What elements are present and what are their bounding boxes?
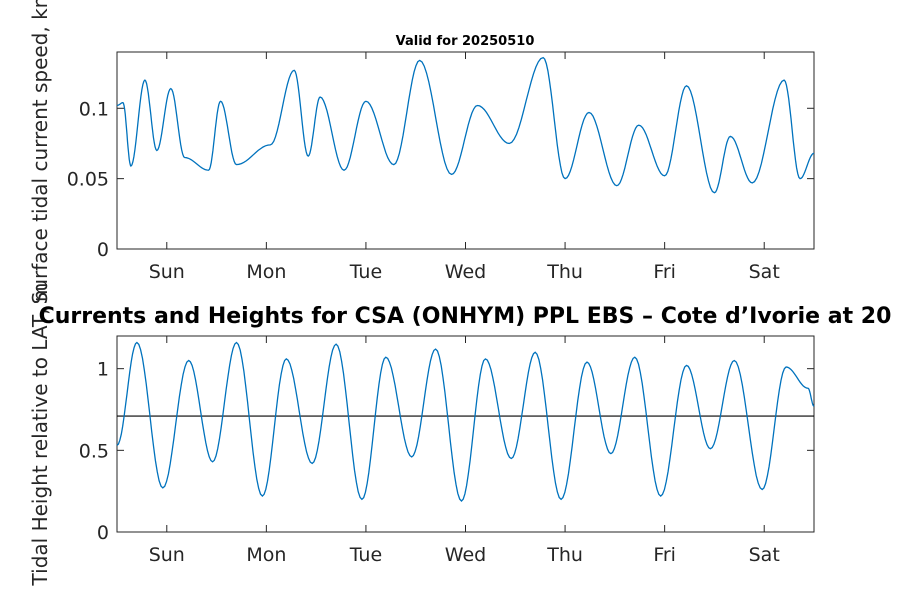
tidal-height-xtick-label: Mon (246, 544, 286, 566)
current-speed-ytick-label: 0.1 (79, 98, 109, 120)
tidal-height-xtick-label: Sun (149, 544, 185, 566)
current-speed-xtick-label: Tue (349, 261, 382, 283)
current-speed-ytick-label: 0.05 (67, 169, 109, 191)
tidal-height-xtick-label: Fri (653, 544, 676, 566)
tidal-height-xtick-label: Thu (546, 544, 583, 566)
current-speed-xtick-label: Sat (749, 261, 780, 283)
tidal-height-xtick-label: Sat (749, 544, 780, 566)
tidal-height-panel: 0 0.5 1 Sun Mon Tue Wed Thu Fri Sat Tidal Height… (28, 283, 815, 587)
current-speed-xtick-label: Wed (445, 261, 486, 283)
main-title: Currents and Heights for CSA (ONHYM) PPL… (39, 304, 892, 329)
current-speed-xtick-label: Thu (546, 261, 583, 283)
current-speed-panel: 0 0.05 0.1 Sun Mon Tue Wed Thu Fri Sat Valid for… (28, 0, 815, 304)
current-speed-ylabel: Surface tidal current speed, kn (28, 0, 52, 304)
tidal-height-line (116, 341, 815, 502)
tidal-height-axes-box (116, 335, 815, 533)
current-speed-xtick-label: Fri (653, 261, 676, 283)
tidal-height-ytick-label: 0 (97, 522, 109, 544)
tidal-height-ylabel: Tidal Height relative to LAT, m (28, 283, 52, 587)
current-speed-title: Valid for 20250510 (396, 34, 535, 49)
current-speed-xtick-label: Sun (149, 261, 185, 283)
current-speed-line (116, 56, 815, 194)
current-speed-axes-box (116, 51, 815, 250)
tidal-height-ytick-label: 0.5 (79, 440, 109, 462)
tidal-height-xtick-label: Tue (349, 544, 382, 566)
current-speed-xtick-label: Mon (246, 261, 286, 283)
current-speed-ytick-label: 0 (97, 239, 109, 261)
tidal-height-ytick-label: 1 (97, 359, 109, 381)
tidal-height-xtick-label: Wed (445, 544, 486, 566)
